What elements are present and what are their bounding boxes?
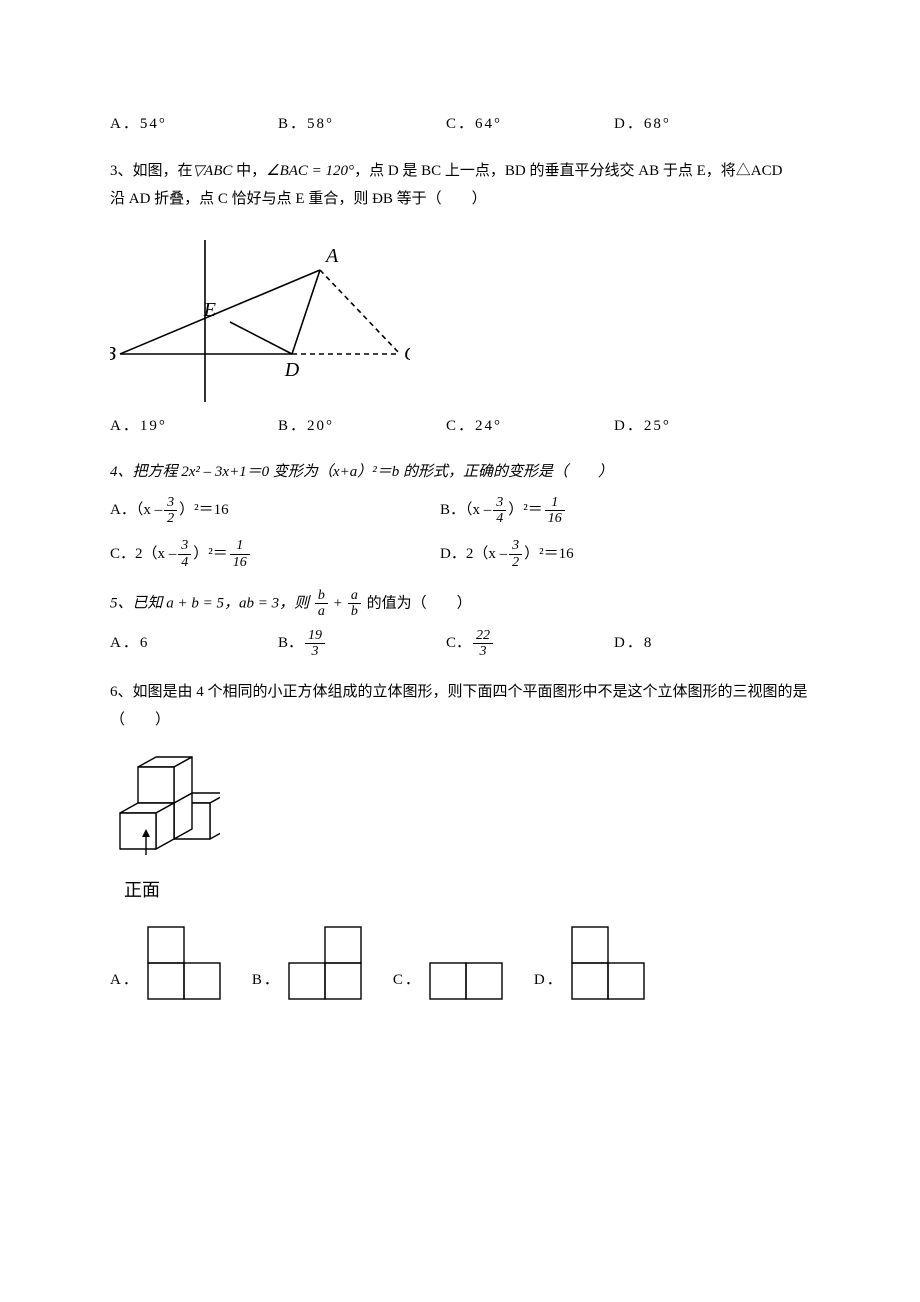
q3-text: 3、如图，在▽ABC 中，∠BAC = 120°，点 D 是 BC 上一点，BD… [110, 157, 810, 214]
q6-options: A． B． C． D． [110, 925, 810, 1001]
q3-option-d: D．25° [614, 412, 782, 441]
q3-option-a: A．19° [110, 412, 278, 441]
q4-text: 4、把方程 2x² – 3x+1＝0 变形为（x+a）²＝b 的形式，正确的变形… [110, 458, 810, 487]
q5-option-a: A．6 [110, 628, 278, 660]
document-page: A．54° B．58° C．64° D．68° 3、如图，在▽ABC 中，∠BA… [0, 0, 920, 1302]
q2-option-d: D．68° [614, 110, 782, 139]
q6-text: 6、如图是由 4 个相同的小正方体组成的立体图形，则下面四个平面图形中不是这个立… [110, 678, 810, 735]
q6-option-d: D． [534, 925, 646, 1001]
svg-text:E: E [203, 299, 216, 321]
q5-text: 5、已知 a + b = 5，ab = 3，则 ba + ab 的值为（ ） [110, 588, 810, 620]
q4-option-b: B．（x – 34 ）²＝ 116 [440, 495, 770, 527]
q6-option-b: B． [252, 925, 363, 1001]
q4-options: A．（x – 32 ）²＝16 B．（x – 34 ）²＝ 116 C．2（x … [110, 495, 810, 571]
q2-options: A．54° B．58° C．64° D．68° [110, 110, 810, 139]
q2-option-a: A．54° [110, 110, 278, 139]
q4-option-a: A．（x – 32 ）²＝16 [110, 495, 440, 527]
q6-option-a: A． [110, 925, 222, 1001]
q5-option-b: B． 193 [278, 628, 446, 660]
q5-option-c: C． 223 [446, 628, 614, 660]
svg-text:C: C [404, 343, 410, 365]
q3-options: A．19° B．20° C．24° D．25° [110, 412, 810, 441]
q2-option-c: C．64° [446, 110, 614, 139]
q4-option-c: C．2（x – 34 ）²＝ 116 [110, 538, 440, 570]
q6-front-label: 正面 [124, 873, 810, 907]
q2-option-b: B．58° [278, 110, 446, 139]
q5-options: A．6 B． 193 C． 223 D．8 [110, 628, 810, 660]
q5-option-d: D．8 [614, 628, 782, 660]
q4-option-d: D．2（x – 32 ）²＝16 [440, 538, 770, 570]
q3-option-c: C．24° [446, 412, 614, 441]
svg-text:B: B [110, 343, 116, 365]
q6-iso-figure: 正面 [110, 743, 810, 907]
q3-option-b: B．20° [278, 412, 446, 441]
q6-option-c: C． [393, 925, 504, 1001]
svg-text:A: A [324, 245, 339, 267]
q3-figure: A B C D E [110, 222, 810, 412]
svg-text:D: D [284, 359, 300, 381]
